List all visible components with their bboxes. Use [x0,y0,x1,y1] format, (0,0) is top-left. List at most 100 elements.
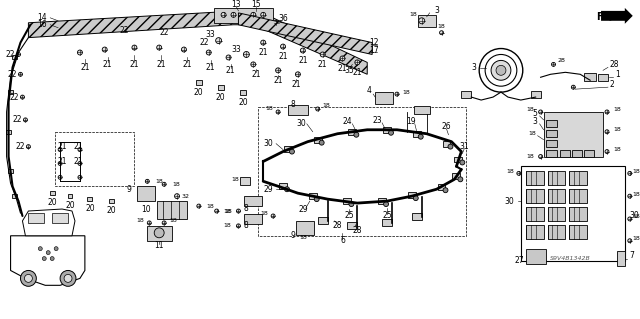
Text: 12: 12 [369,38,379,47]
Circle shape [60,271,76,286]
Circle shape [147,221,151,225]
Circle shape [479,48,523,92]
Circle shape [19,72,22,76]
Text: 18: 18 [633,169,640,174]
Bar [454,157,462,162]
Text: 30: 30 [504,197,514,206]
Bar [548,207,565,221]
Bar [314,137,322,143]
Text: 21: 21 [58,142,67,151]
Text: 8: 8 [244,221,249,230]
Text: 20: 20 [239,98,248,107]
Circle shape [214,209,219,213]
Bar [8,90,13,94]
Text: 20: 20 [85,204,95,212]
Text: 14: 14 [38,13,47,22]
Bar [284,146,292,152]
Text: 20: 20 [194,88,204,97]
Circle shape [517,171,521,175]
Circle shape [274,20,278,25]
Circle shape [58,161,62,166]
Bar [617,251,625,265]
Bar [68,194,72,198]
Circle shape [206,50,211,55]
Bar [382,219,392,226]
Text: 18: 18 [613,147,621,152]
Text: 22: 22 [159,28,169,37]
Circle shape [413,196,419,201]
Circle shape [491,60,511,80]
Bar [87,197,92,201]
Text: 23: 23 [372,116,382,125]
Text: 22: 22 [13,115,22,124]
Bar [525,207,543,221]
Circle shape [24,274,33,282]
Text: 28: 28 [353,226,362,235]
Bar [418,15,436,27]
Text: 16: 16 [38,20,47,29]
Text: 18: 18 [225,209,232,213]
Circle shape [145,179,149,183]
Bar [545,140,557,147]
Bar [196,80,202,85]
Text: 1: 1 [615,70,620,79]
Bar [438,184,445,190]
Circle shape [64,274,72,282]
Bar [157,201,187,219]
Text: 18: 18 [224,223,232,228]
Text: 18: 18 [232,177,239,182]
Text: 18: 18 [438,24,445,29]
Text: 18: 18 [169,219,177,223]
Bar [378,198,386,204]
Bar [584,73,596,81]
Text: 20: 20 [216,93,225,101]
Bar [288,105,308,115]
Circle shape [605,130,609,134]
Circle shape [289,149,294,154]
Circle shape [182,47,186,52]
Text: 27: 27 [514,256,524,265]
Text: 21: 21 [226,66,236,75]
Bar [545,150,557,157]
Circle shape [354,132,359,137]
Circle shape [539,110,543,114]
Text: 11: 11 [154,241,164,250]
Text: 25: 25 [344,211,354,220]
Bar [572,150,582,157]
Circle shape [276,110,280,114]
Text: FR.: FR. [596,12,614,22]
Text: 35: 35 [344,66,355,75]
Text: 13: 13 [232,0,241,10]
Bar [525,249,545,263]
Bar [461,91,471,98]
Text: 30: 30 [263,139,273,148]
Text: 22: 22 [10,93,19,101]
Text: 22: 22 [6,50,15,59]
Bar [296,221,314,235]
Circle shape [440,31,444,35]
Circle shape [316,107,319,111]
Text: 10: 10 [141,204,151,213]
Text: 22: 22 [199,38,209,47]
Text: 4: 4 [366,85,371,95]
Bar [442,141,451,147]
Text: 29: 29 [298,204,308,213]
Bar [531,91,541,98]
Circle shape [197,204,201,208]
Text: 28: 28 [333,221,342,230]
Bar [109,199,114,203]
Circle shape [26,145,30,149]
Text: 18: 18 [409,12,417,17]
Bar [548,171,565,185]
Text: 5: 5 [532,109,538,118]
Circle shape [448,144,453,149]
Circle shape [628,217,632,221]
Text: 22: 22 [8,70,17,79]
Circle shape [340,56,345,61]
Circle shape [162,221,166,225]
Bar [584,150,594,157]
Bar [8,169,13,173]
Circle shape [280,44,285,49]
Circle shape [20,271,36,286]
Text: 21: 21 [252,70,261,79]
